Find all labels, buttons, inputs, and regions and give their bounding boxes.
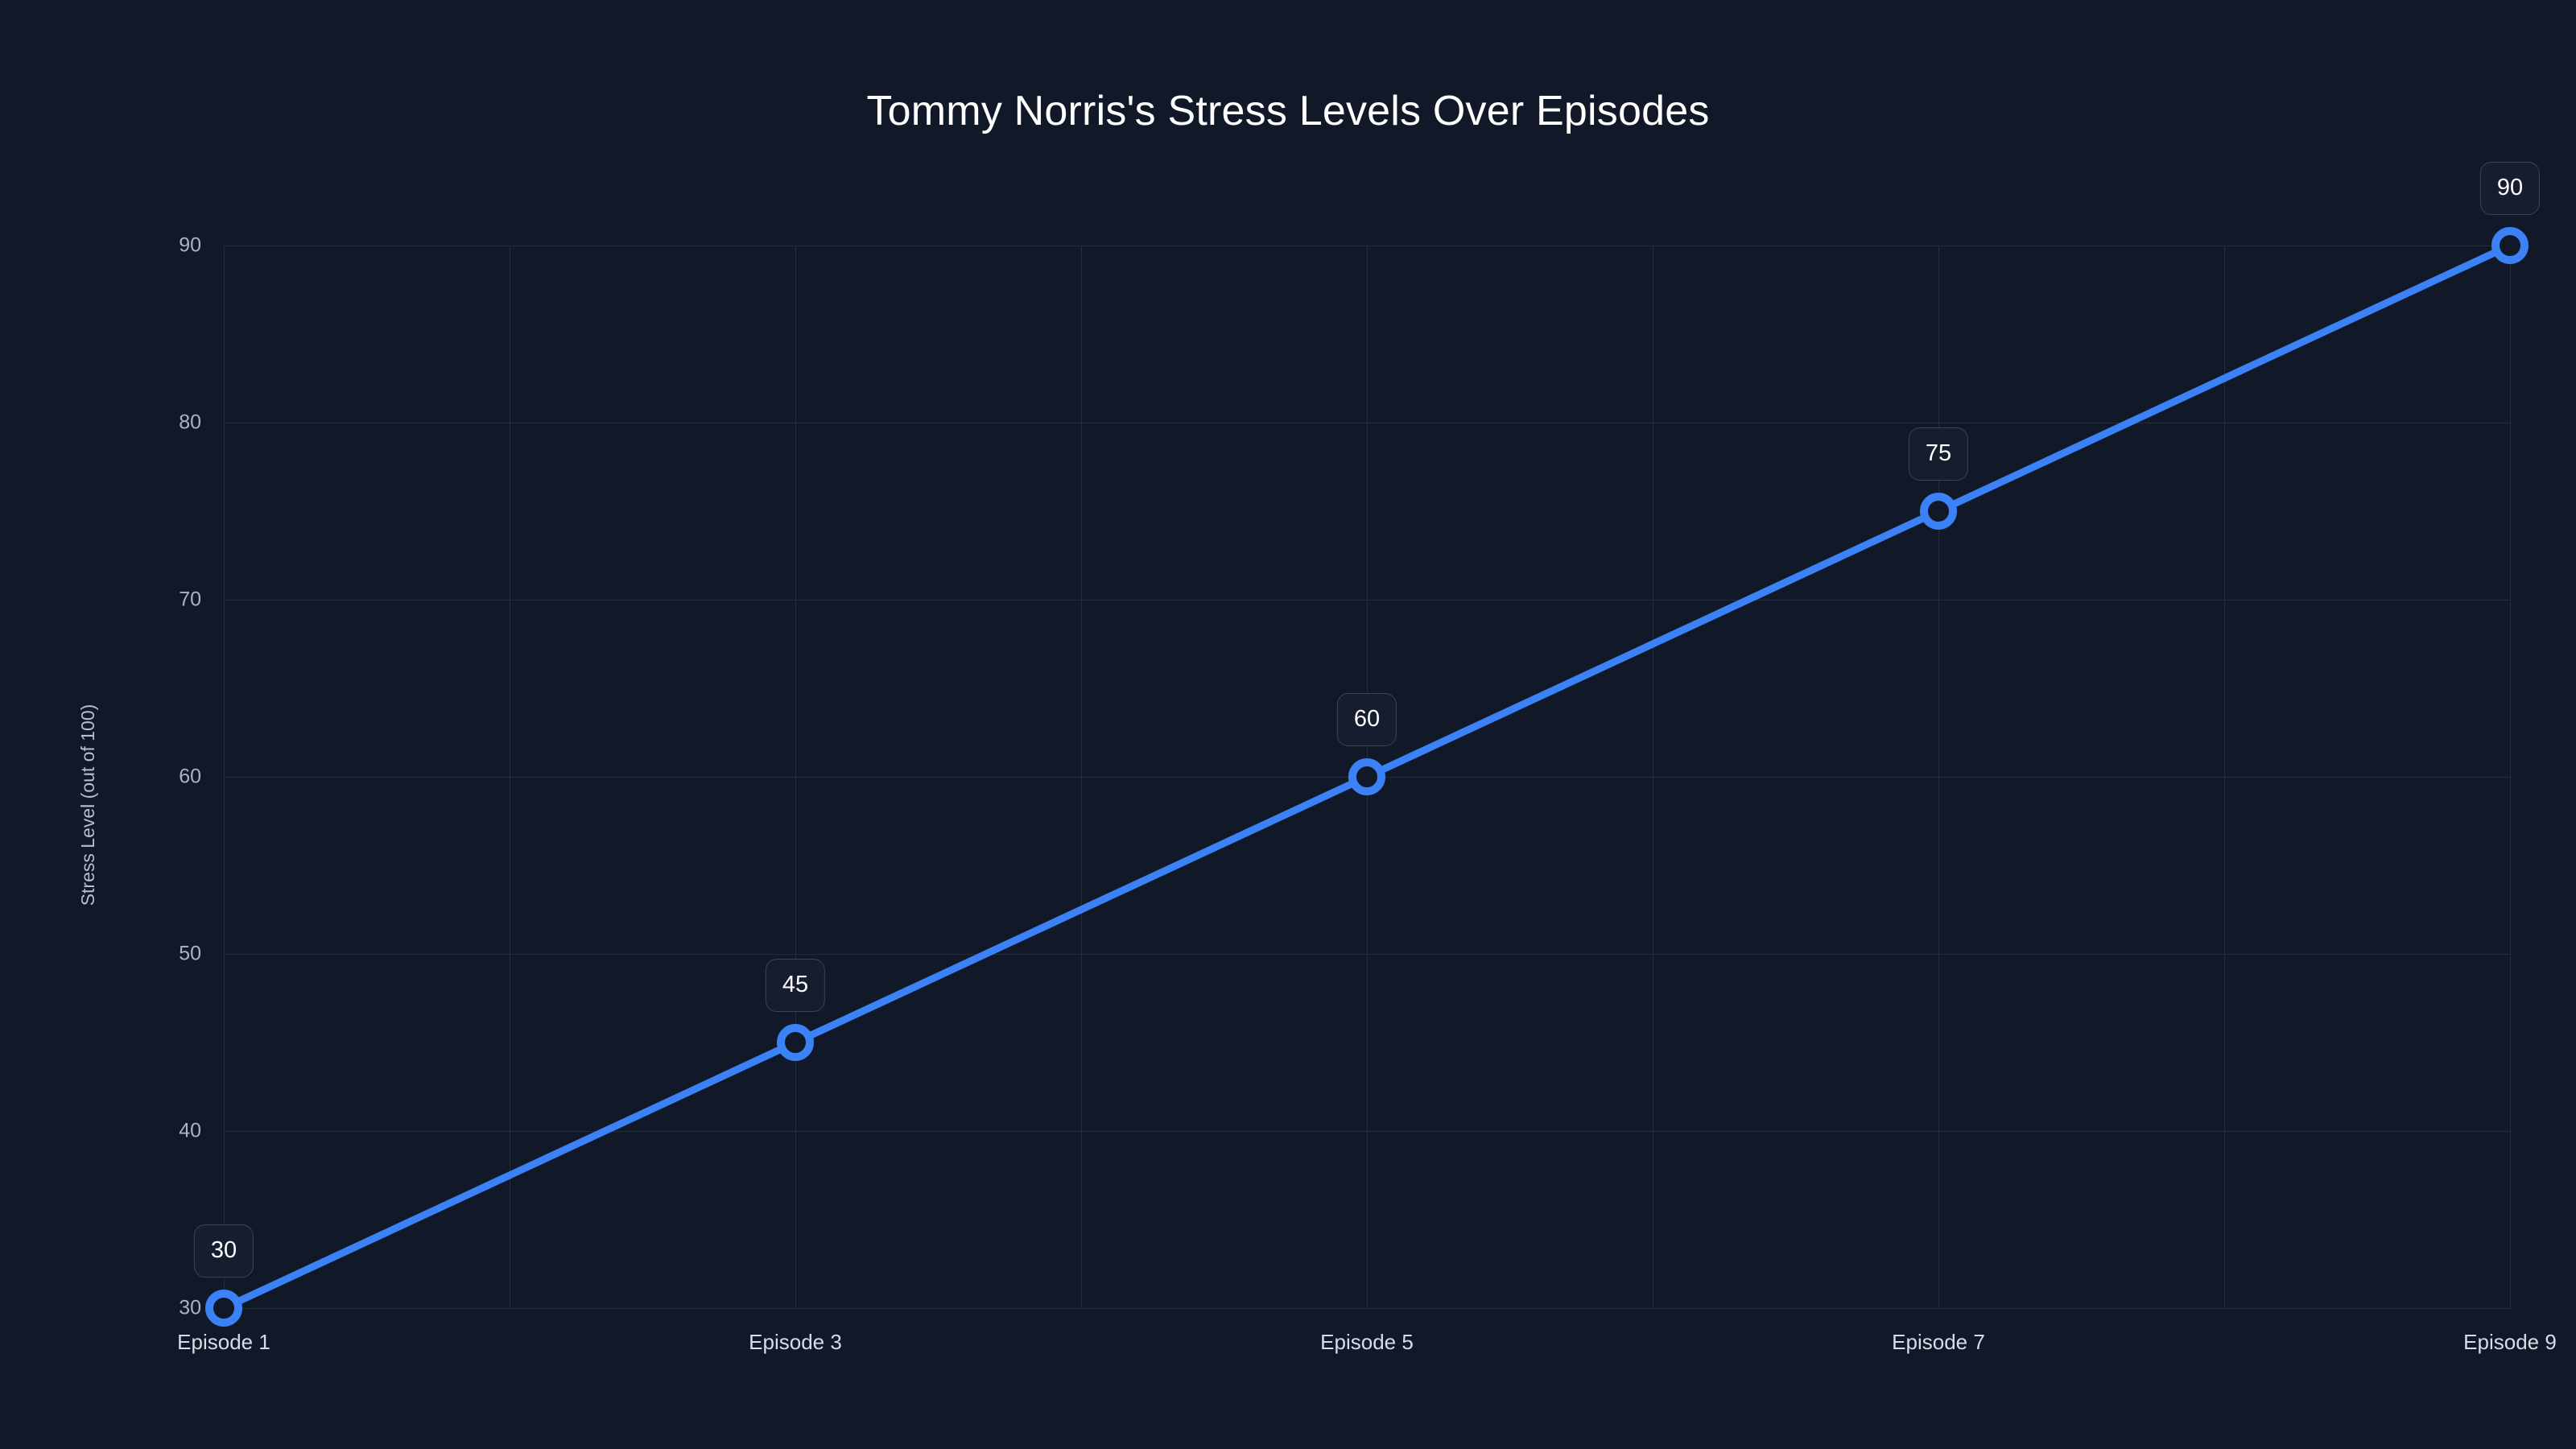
y-axis-title: Stress Level (out of 100)	[77, 704, 98, 906]
y-axis-tick-label: 50	[179, 942, 201, 965]
y-axis-tick-label: 90	[179, 233, 201, 257]
y-axis-tick-label: 80	[179, 411, 201, 434]
gridline-vertical	[795, 246, 796, 1308]
x-axis-tick-label: Episode 9	[2463, 1330, 2557, 1354]
x-axis-tick-label: Episode 3	[749, 1330, 842, 1354]
y-axis-tick-label: 70	[179, 588, 201, 611]
x-axis-tick-label: Episode 5	[1320, 1330, 1414, 1354]
y-axis-tick-labels: 30 40 50 60 70 80 90	[105, 234, 201, 1319]
plot-area	[205, 227, 2529, 1327]
gridline-horizontal	[224, 1308, 2510, 1309]
x-axis-tick-labels: Episode 1 Episode 3 Episode 5 Episode 7 Epis…	[177, 1330, 2557, 1370]
x-axis-tick-label: Episode 7	[1892, 1330, 1985, 1354]
gridline-vertical	[1081, 246, 1082, 1308]
series-line-stress-level	[205, 227, 2529, 1327]
data-point-marker[interactable]	[2491, 227, 2529, 264]
gridline-vertical	[224, 246, 225, 1308]
y-axis-tick-label: 30	[179, 1296, 201, 1319]
y-axis-tick-label: 60	[179, 765, 201, 788]
y-axis-tick-label: 40	[179, 1119, 201, 1142]
data-point-marker[interactable]	[1920, 493, 1957, 530]
data-point-marker[interactable]	[1348, 758, 1385, 795]
data-point-marker[interactable]	[205, 1290, 242, 1327]
data-point-value-label: 90	[2479, 162, 2541, 215]
chart-title: Tommy Norris's Stress Levels Over Episod…	[866, 88, 1710, 134]
data-point-marker[interactable]	[777, 1024, 814, 1061]
x-axis-tick-label: Episode 1	[177, 1330, 270, 1354]
gridline-vertical	[2224, 246, 2225, 1308]
gridline-vertical	[2510, 246, 2511, 1308]
gridline-vertical	[1938, 246, 1939, 1308]
